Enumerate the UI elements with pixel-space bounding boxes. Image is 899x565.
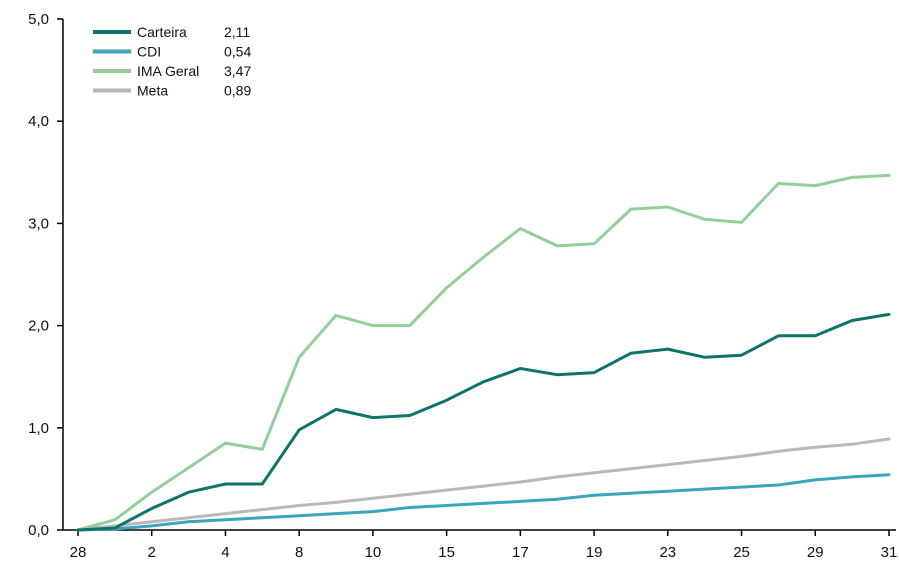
series-line-meta	[76, 437, 891, 532]
legend-label-meta: Meta	[137, 83, 168, 99]
x-tick-label: 19	[586, 544, 603, 561]
x-ticks: 28 2 4 8 10 15 17 19 23 25 29 31	[70, 530, 898, 561]
axes	[62, 19, 896, 531]
series-line-ima-geral	[76, 173, 891, 532]
x-tick-label: 2	[148, 544, 156, 561]
y-ticks: 0,0 1,0 2,0 3,0 4,0 5,0	[28, 11, 63, 539]
x-tick-label: 15	[438, 544, 455, 561]
series-lines	[76, 173, 891, 532]
legend-value-carteira: 2,11	[224, 24, 250, 40]
x-tick-label: 8	[295, 544, 303, 561]
y-tick-label: 3,0	[28, 215, 49, 232]
y-tick-label: 1,0	[28, 420, 49, 437]
x-tick-label: 10	[365, 544, 382, 561]
legend-label-carteira: Carteira	[137, 24, 187, 40]
legend-value-ima-geral: 3,47	[224, 63, 251, 79]
x-tick-label: 17	[512, 544, 529, 561]
legend-value-cdi: 0,54	[224, 44, 251, 60]
x-tick-label: 28	[70, 544, 87, 561]
x-tick-label: 4	[221, 544, 229, 561]
series-line-carteira	[76, 312, 891, 532]
legend-label-cdi: CDI	[137, 44, 161, 60]
x-tick-label: 29	[807, 544, 824, 561]
series-line-cdi	[76, 473, 891, 532]
y-tick-label: 0,0	[28, 522, 49, 539]
x-tick-label: 23	[659, 544, 676, 561]
legend-value-meta: 0,89	[224, 83, 251, 99]
y-tick-label: 4,0	[28, 113, 49, 130]
x-tick-label: 25	[733, 544, 750, 561]
legend: Carteira 2,11 CDI 0,54 IMA Geral 3,47 Meta 0,89	[93, 24, 251, 99]
y-tick-label: 5,0	[28, 11, 49, 28]
legend-label-ima-geral: IMA Geral	[137, 63, 199, 79]
x-tick-label: 31	[881, 544, 898, 561]
y-tick-label: 2,0	[28, 318, 49, 335]
